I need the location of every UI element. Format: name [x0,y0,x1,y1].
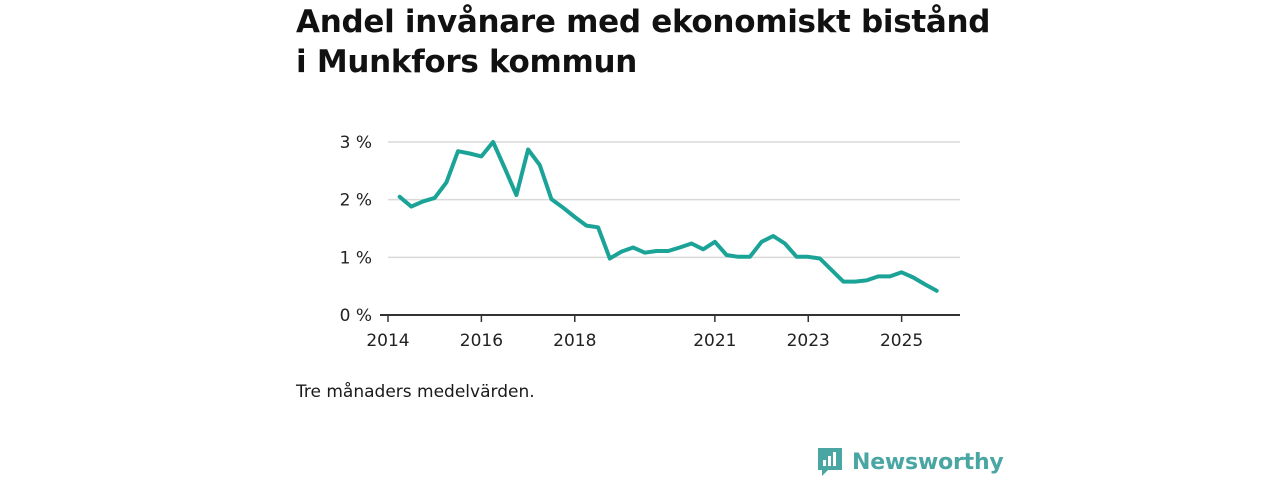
grid-lines [388,141,960,259]
brand-name: Newsworthy [852,449,1004,475]
y-tick-label: 2 % [340,191,372,211]
series-line [397,140,939,293]
y-axis-ticks: 0 % 1 % 2 % 3 % [340,133,372,326]
chart-title: Andel invånare med ekonomiskt bistånd i … [296,4,991,80]
x-tick-label: 2018 [553,331,596,351]
x-axis-ticks: 2014 2016 2018 2021 2023 2025 [366,315,923,351]
x-tick-label: 2025 [880,331,923,351]
y-tick-label: 3 % [340,133,372,153]
chart-note: Tre månaders medelvärden. [296,382,535,402]
x-tick-label: 2014 [366,331,409,351]
x-tick-label: 2021 [693,331,736,351]
x-tick-label: 2016 [460,331,503,351]
newsworthy-logo-icon [818,448,842,476]
y-tick-label: 1 % [340,248,372,268]
y-tick-label: 0 % [340,306,372,326]
x-tick-label: 2023 [787,331,830,351]
brand-logo: Newsworthy [816,446,1004,478]
